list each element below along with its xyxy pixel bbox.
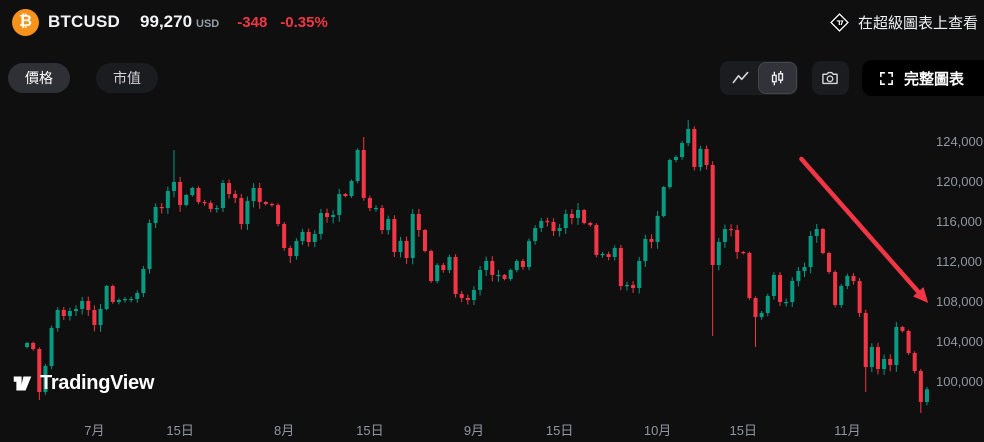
snapshot-button[interactable] bbox=[811, 61, 849, 95]
x-axis-label: 15日 bbox=[166, 423, 194, 438]
y-axis-label: 108,000 bbox=[936, 294, 983, 309]
x-axis-label: 7月 bbox=[84, 423, 105, 438]
tradingview-watermark-label: TradingView bbox=[40, 372, 155, 394]
tab-price[interactable]: 價格 bbox=[8, 63, 70, 93]
price-currency: USD bbox=[196, 18, 220, 30]
y-axis-label: 100,000 bbox=[936, 374, 983, 389]
x-axis-label: 8月 bbox=[274, 423, 295, 438]
y-axis-label: 112,000 bbox=[936, 254, 983, 269]
candlestick-chart-button[interactable] bbox=[757, 62, 797, 94]
line-chart-icon bbox=[731, 69, 750, 88]
price-axis: 124,000 120,000 116,000 112,000 108,000 104,0… bbox=[936, 106, 984, 418]
x-axis-label: 15日 bbox=[545, 423, 574, 438]
price-value: 99,270 bbox=[140, 12, 193, 31]
view-on-supercharts-link[interactable]: 在超級圖表上查看 bbox=[829, 12, 978, 33]
price-chart-canvas[interactable] bbox=[0, 106, 984, 418]
tab-price-label: 價格 bbox=[25, 70, 53, 86]
tab-marketcap-label: 市值 bbox=[113, 70, 141, 86]
time-axis: 7月 15日 8月 15日 9月 15日 10月 15日 11月 bbox=[0, 420, 984, 438]
symbol-title: BTCUSD bbox=[48, 12, 121, 31]
tab-marketcap[interactable]: 市值 bbox=[96, 63, 158, 93]
tradingview-logo-icon bbox=[12, 373, 33, 394]
change-absolute: -348 bbox=[237, 13, 268, 31]
y-axis-label: 104,000 bbox=[936, 334, 983, 349]
header-bar: ₿ BTCUSD 99,270 USD -348 -0.35% 在超級圖表上查看 bbox=[12, 7, 978, 37]
line-chart-button[interactable] bbox=[722, 63, 759, 93]
change-percent: -0.35% bbox=[280, 13, 328, 31]
y-axis-label: 120,000 bbox=[936, 174, 983, 189]
y-axis-label: 116,000 bbox=[936, 214, 983, 229]
change-group: -348 -0.35% bbox=[237, 14, 328, 31]
camera-icon bbox=[820, 68, 840, 88]
x-axis-label: 10月 bbox=[643, 423, 672, 438]
y-axis-label: 124,000 bbox=[936, 134, 983, 149]
tradingview-watermark[interactable]: TradingView bbox=[12, 372, 154, 395]
x-axis-label: 15日 bbox=[729, 423, 758, 438]
fullscreen-icon bbox=[878, 70, 895, 87]
supercharts-link-label: 在超級圖表上查看 bbox=[857, 14, 978, 32]
full-chart-button[interactable]: 完整圖表 bbox=[861, 60, 984, 96]
chart-tools: 完整圖表 bbox=[719, 60, 984, 96]
chart-type-switcher bbox=[719, 61, 798, 95]
candlestick-icon bbox=[768, 69, 787, 88]
trend-arrow-annotation[interactable] bbox=[799, 156, 929, 303]
candlestick-series bbox=[25, 120, 929, 413]
supercharts-diamond-icon bbox=[829, 12, 850, 33]
bitcoin-icon: ₿ bbox=[12, 8, 39, 36]
x-axis-label: 11月 bbox=[834, 423, 861, 438]
x-axis-label: 15日 bbox=[356, 423, 384, 438]
x-axis-label: 9月 bbox=[463, 423, 485, 438]
price-group: 99,270 USD bbox=[140, 12, 219, 32]
full-chart-button-label: 完整圖表 bbox=[903, 70, 964, 88]
toolbar: 價格 市值 bbox=[8, 60, 984, 96]
